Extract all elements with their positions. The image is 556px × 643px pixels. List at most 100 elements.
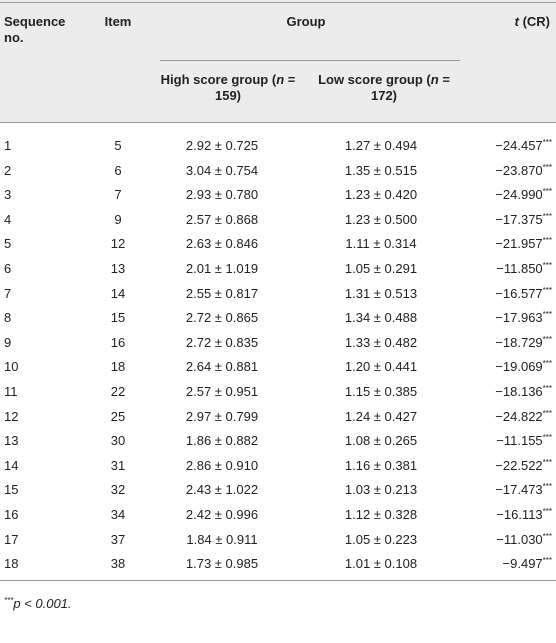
significance: *** (542, 556, 552, 566)
high-cell: 1.73 ± 0.985 (185, 556, 259, 572)
text: High score group ( (160, 72, 277, 87)
t-rest: (CR) (518, 14, 550, 29)
text: Low score group ( (318, 72, 431, 87)
low-cell: 1.23 ± 0.420 (344, 187, 418, 203)
t-cell: −17.375*** (495, 212, 552, 228)
t-value: −21.957 (495, 236, 543, 252)
t-cell: −11.155*** (496, 433, 552, 449)
low-header: Low score group (n = 172) (314, 72, 454, 104)
group-rule (160, 60, 460, 61)
low-cell: 1.11 ± 0.314 (345, 236, 417, 252)
high-cell: 2.86 ± 0.910 (185, 457, 259, 473)
item-cell: 25 (110, 408, 126, 424)
item-cell: 15 (110, 310, 126, 326)
item-cell: 32 (110, 482, 126, 498)
high-cell: 2.92 ± 0.725 (185, 138, 259, 153)
seq-cell: 10 (4, 359, 19, 375)
high-cell: 3.04 ± 0.754 (185, 162, 259, 178)
t-value: −24.822 (495, 408, 543, 424)
t-cell: −21.957*** (495, 236, 552, 252)
footnote: ***p < 0.001. (4, 596, 72, 612)
t-cell: −23.870*** (495, 163, 552, 179)
t-value: −17.473 (495, 482, 543, 498)
significance: *** (542, 482, 552, 492)
seq-cell: 12 (4, 408, 19, 424)
item-cell: 16 (110, 334, 126, 350)
item-cell: 38 (110, 556, 126, 572)
top-rule (0, 2, 556, 3)
t-italic: t (514, 14, 519, 29)
low-cell: 1.23 ± 0.500 (344, 211, 418, 227)
high-cell: 2.63 ± 0.846 (185, 236, 259, 252)
t-cell: −24.990*** (495, 187, 552, 203)
t-cell: −24.457*** (495, 138, 552, 154)
significance: *** (542, 187, 552, 197)
low-cell: 1.27 ± 0.494 (344, 138, 418, 153)
seq-cell: 14 (4, 457, 19, 473)
t-cell: −18.136*** (495, 384, 552, 400)
significance: *** (542, 285, 552, 295)
low-cell: 1.20 ± 0.441 (344, 359, 418, 375)
low-cell: 1.34 ± 0.488 (344, 310, 418, 326)
significance: *** (542, 507, 552, 516)
t-value: −23.870 (495, 162, 543, 178)
high-cell: 2.43 ± 1.022 (185, 482, 259, 498)
t-cell: −9.497*** (503, 556, 552, 572)
high-cell: 1.86 ± 0.882 (185, 433, 259, 449)
high-cell: 1.84 ± 0.911 (186, 531, 258, 547)
item-cell: 30 (110, 433, 126, 449)
high-cell: 2.97 ± 0.799 (185, 408, 259, 424)
seq-cell: 11 (4, 384, 18, 399)
significance: *** (542, 162, 552, 172)
text: n (276, 72, 285, 87)
low-cell: 1.33 ± 0.482 (344, 334, 418, 350)
item-cell: 12 (110, 236, 126, 252)
item-cell: 18 (110, 359, 126, 375)
t-value: −19.069 (495, 359, 543, 375)
high-cell: 2.55 ± 0.817 (185, 285, 259, 301)
seq-cell: 2 (4, 162, 12, 178)
item-cell: 13 (110, 261, 126, 276)
t-value: −18.136 (495, 384, 543, 399)
item-cell: 6 (114, 162, 122, 178)
significance: *** (542, 433, 552, 443)
significance: *** (542, 261, 552, 270)
t-cell: −11.850*** (496, 261, 552, 277)
high-header: High score group (n = 159) (153, 72, 303, 104)
high-cell: 2.64 ± 0.881 (185, 359, 259, 375)
low-cell: 1.01 ± 0.108 (344, 556, 418, 572)
seq-cell: 7 (4, 285, 12, 301)
high-cell: 2.57 ± 0.868 (185, 211, 259, 227)
text: = 172) (370, 72, 450, 103)
high-cell: 2.72 ± 0.835 (185, 334, 259, 350)
seq-cell: 15 (4, 482, 19, 498)
seq-cell: 3 (4, 187, 12, 203)
significance: *** (542, 457, 552, 467)
t-value: −16.113 (496, 507, 543, 522)
t-cell: −18.729*** (495, 335, 552, 351)
t-cell: −16.113*** (496, 507, 552, 523)
low-cell: 1.05 ± 0.223 (344, 531, 418, 547)
t-value: −24.990 (495, 187, 543, 203)
low-cell: 1.35 ± 0.515 (344, 162, 418, 178)
seq-header: Sequence no. (4, 14, 66, 45)
seq-cell: 16 (4, 507, 19, 522)
t-value: −11.030 (496, 531, 543, 547)
seq-cell: 18 (4, 556, 19, 572)
text: n (430, 72, 439, 87)
t-cell: −11.030*** (496, 532, 552, 548)
significance: *** (542, 408, 552, 418)
item-cell: 5 (114, 138, 122, 153)
high-cell: 2.72 ± 0.865 (185, 310, 259, 326)
text: = 159) (214, 72, 296, 103)
low-cell: 1.24 ± 0.427 (344, 408, 418, 424)
item-cell: 31 (110, 457, 126, 473)
low-cell: 1.03 ± 0.213 (344, 482, 418, 498)
header-rule (0, 122, 556, 123)
item-cell: 14 (110, 285, 126, 301)
seq-cell: 5 (4, 236, 12, 252)
footnote-mark: *** (4, 596, 14, 605)
significance: *** (542, 384, 552, 393)
t-value: −17.375 (495, 211, 543, 227)
significance: *** (542, 334, 552, 344)
